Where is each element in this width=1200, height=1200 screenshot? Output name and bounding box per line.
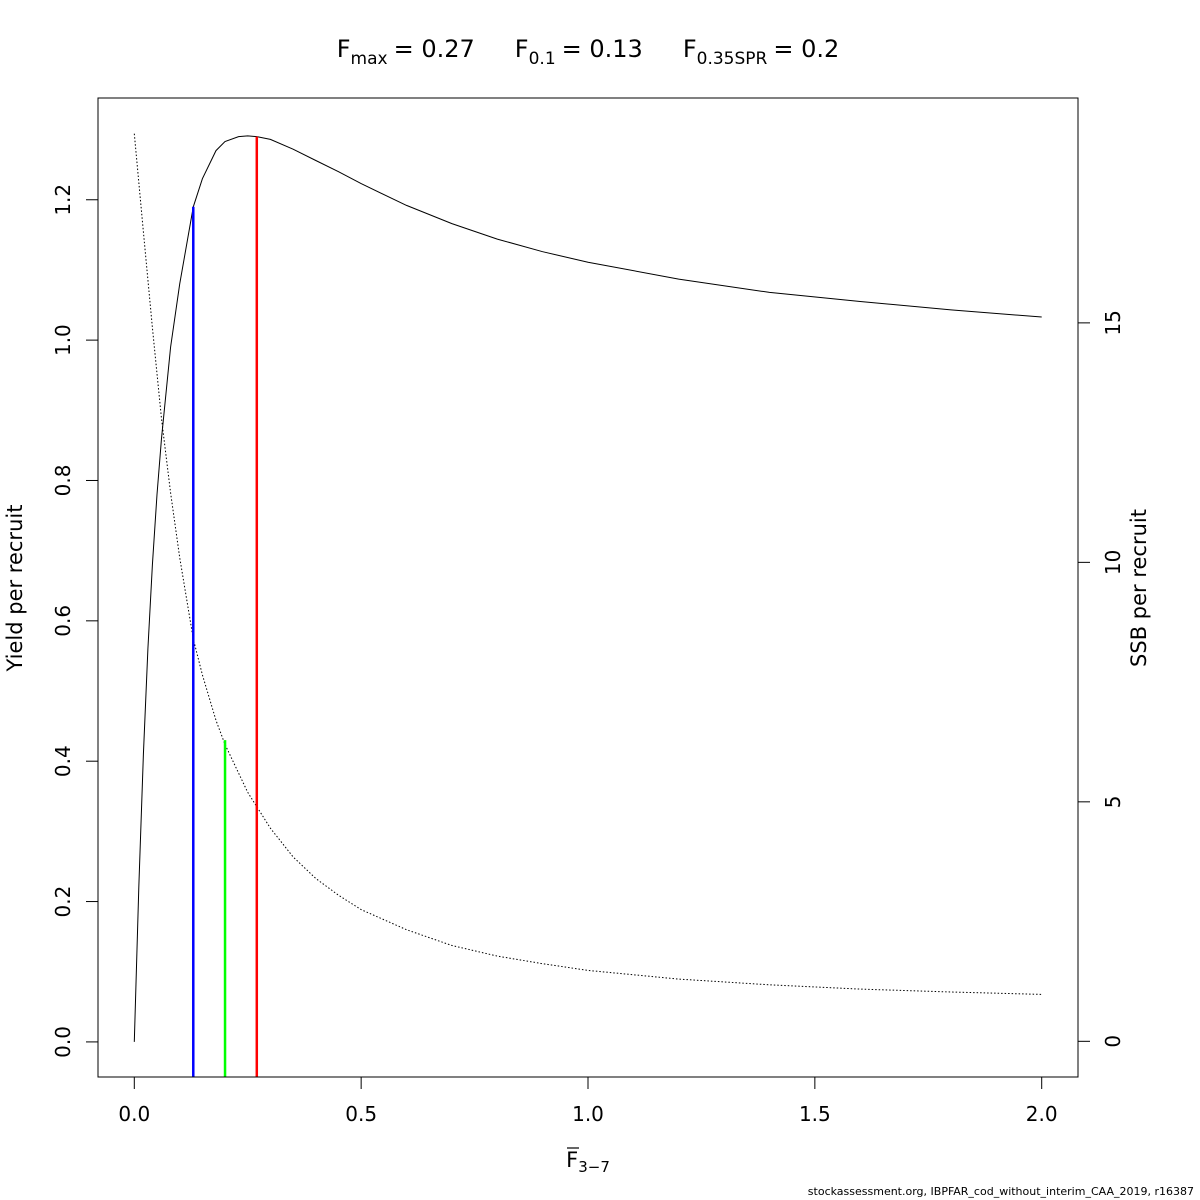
title-fspr-sub: 0.35SPR [697,49,768,69]
y-axis-right: 0 5 10 15 [1078,310,1125,1048]
title-f01-base: F [515,35,529,63]
title-fmax-sub: max [351,49,388,69]
x-axis-label: F3−7 [566,1148,610,1176]
title-f01-sub: 0.1 [529,49,556,69]
y2-tick-label: 5 [1101,795,1125,808]
x-tick-label: 0.0 [118,1102,150,1126]
plot-frame [97,97,1079,1078]
title-fspr-value: = 0.2 [773,35,839,63]
y-tick-label: 0.6 [51,605,75,637]
y-tick-label: 0.0 [51,1026,75,1058]
yield-per-recruit-line [133,135,1042,1042]
x-tick-label: 0.5 [345,1102,377,1126]
title-f01-value: = 0.13 [562,35,643,63]
title-fmax-base: F [337,35,351,63]
y-axis-left: 0.0 0.2 0.4 0.6 0.8 1.0 1.2 [51,184,98,1058]
y-tick-label: 1.0 [51,324,75,356]
reference-lines-layer [192,136,259,1077]
x-axis-label-base: F [566,1148,578,1172]
y2-tick-label: 10 [1101,550,1125,575]
chart-title: Fmax = 0.27 F0.1 = 0.13 F0.35SPR = 0.2 [337,35,840,69]
x-tick-label: 1.5 [799,1102,831,1126]
y-axis-label: Yield per recruit [3,505,27,673]
y-tick-label: 0.8 [51,465,75,497]
series-layer [133,133,1042,1042]
x-axis: 0.0 0.5 1.0 1.5 2.0 [118,1076,1058,1126]
y2-axis-label: SSB per recruit [1127,509,1151,667]
y2-tick-label: 0 [1101,1035,1125,1048]
title-fspr-base: F [683,35,697,63]
x-tick-label: 2.0 [1026,1102,1058,1126]
y-tick-label: 0.2 [51,886,75,918]
x-tick-label: 1.0 [572,1102,604,1126]
y2-tick-label: 15 [1101,310,1125,335]
x-axis-label-sub: 3−7 [578,1158,610,1176]
ssb-per-recruit-line [133,133,1042,995]
footer-note: stockassessment.org, IBPFAR_cod_without_… [807,1185,1194,1198]
y-tick-label: 1.2 [51,184,75,216]
title-fmax-value: = 0.27 [394,35,475,63]
y-tick-label: 0.4 [51,745,75,777]
